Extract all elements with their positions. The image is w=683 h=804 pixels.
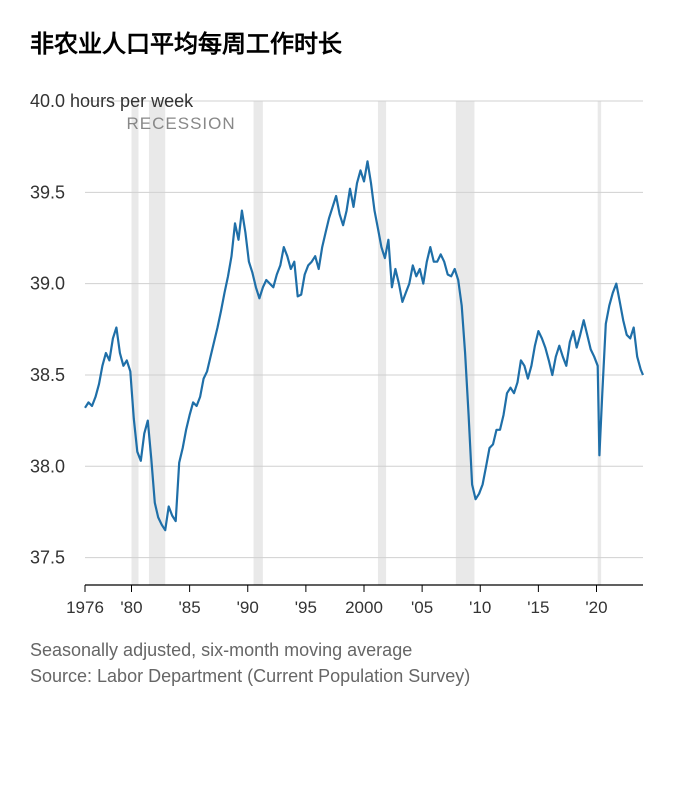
y-tick-label: 39.0 [30, 274, 65, 294]
chart-title: 非农业人口平均每周工作时长 [30, 24, 653, 59]
footnote-line-1: Seasonally adjusted, six-month moving av… [30, 637, 653, 663]
recession-band [254, 101, 263, 585]
footnote-line-2: Source: Labor Department (Current Popula… [30, 663, 653, 689]
chart-container: { "title": "非农业人口平均每周工作时长", "chart": { "… [0, 0, 683, 804]
series-line [85, 161, 643, 530]
x-tick-label: '95 [295, 598, 317, 617]
y-axis-unit-label: 40.0 hours per week [30, 91, 194, 111]
recession-band [132, 101, 139, 585]
x-tick-label: '80 [120, 598, 142, 617]
chart-footnote: Seasonally adjusted, six-month moving av… [30, 637, 653, 689]
recession-label: RECESSION [127, 114, 236, 133]
chart-area: 37.5 38.0 38.5 39.0 39.5 40.0 hours per week R… [30, 91, 653, 631]
chart-svg: 37.5 38.0 38.5 39.0 39.5 40.0 hours per week R… [30, 91, 653, 631]
x-tick-label: '90 [237, 598, 259, 617]
y-tick-label: 38.0 [30, 456, 65, 476]
recession-band [378, 101, 386, 585]
x-tick-label: '05 [411, 598, 433, 617]
x-tick-label: 1976 [66, 598, 104, 617]
x-tick-label: '10 [469, 598, 491, 617]
y-tick-label: 38.5 [30, 365, 65, 385]
x-tick-label: '15 [527, 598, 549, 617]
x-tick-label: 2000 [345, 598, 383, 617]
recession-band [598, 101, 601, 585]
y-tick-label: 37.5 [30, 548, 65, 568]
x-tick-label: '20 [585, 598, 607, 617]
x-tick-label: '85 [179, 598, 201, 617]
y-tick-label: 39.5 [30, 182, 65, 202]
